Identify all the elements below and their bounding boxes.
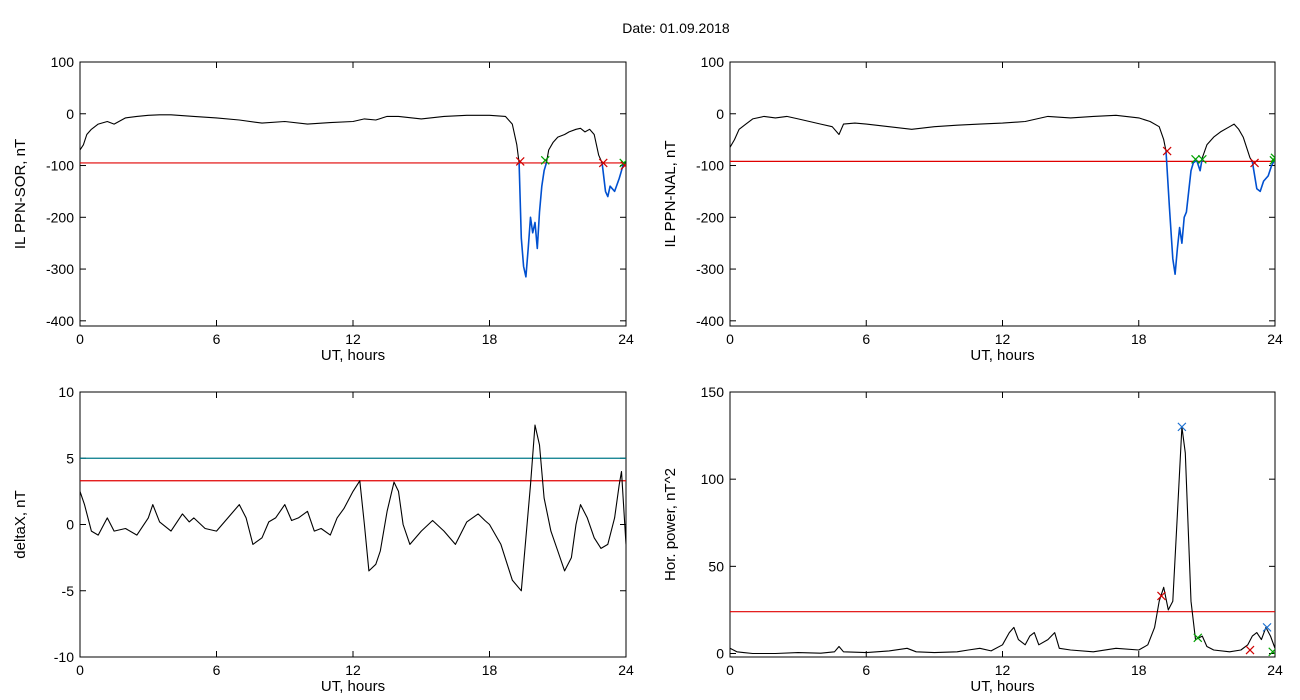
- chart-3-x-tick-label-3: 18: [482, 662, 498, 678]
- chart-1-y-tick-label-5: -400: [46, 313, 74, 329]
- chart-2-x-tick-label-0: 0: [726, 331, 734, 347]
- chart-4-event-marker-5: [1268, 647, 1275, 657]
- chart-2-x-tick-label-3: 18: [1131, 331, 1147, 347]
- chart-2-main-trace-2: [1201, 123, 1253, 162]
- chart-4-x-tick-label-4: 24: [1267, 662, 1283, 678]
- chart-4-x-tick-label-3: 18: [1131, 662, 1147, 678]
- chart-2-main-trace-0: [730, 114, 1167, 152]
- chart-2-event-marker-3: [1250, 158, 1259, 168]
- chart-3-x-tick-label-2: 12: [345, 662, 361, 678]
- chart-4-plot-area: [730, 422, 1275, 657]
- chart-1-substorm-trace-1: [518, 162, 548, 278]
- chart-3-main-trace-0: [80, 424, 626, 592]
- chart-1-substorm-trace-3: [601, 162, 625, 198]
- chart-3-x-tick-label-0: 0: [76, 662, 84, 678]
- chart-4-event-marker-4: [1262, 622, 1272, 632]
- chart-1-y-tick-label-1: 0: [66, 106, 74, 122]
- chart-2-x-tick-label-2: 12: [995, 331, 1011, 347]
- chart-2-plot-area: [730, 114, 1275, 275]
- chart-3-x-axis-label: UT, hours: [321, 678, 385, 695]
- chart-3-y-tick-label-2: 0: [66, 517, 74, 533]
- chart-3-y-axis-label: deltaX, nT: [12, 490, 29, 558]
- chart-1-x-tick-label-4: 24: [618, 331, 634, 347]
- chart-2-event-marker-1: [1191, 154, 1200, 164]
- chart-1-main-trace-0: [80, 114, 520, 163]
- chart-2-y-tick-label-0: 100: [701, 54, 725, 70]
- chart-2-x-tick-label-4: 24: [1267, 331, 1283, 347]
- chart-4-y-tick-label-3: 0: [716, 646, 724, 662]
- chart-2-y-tick-label-2: -100: [696, 158, 724, 174]
- chart-4-y-tick-label-1: 100: [701, 471, 725, 487]
- chart-4-event-marker-1: [1177, 422, 1187, 432]
- chart-3-plot-frame: [79, 391, 627, 658]
- chart-panel-1: 0 6 12 18 24 100 0 -100 -200 -300 -400 UT, hours IL …: [12, 54, 634, 364]
- chart-1-y-tick-label-4: -300: [46, 261, 74, 277]
- chart-4-x-tick-label-2: 12: [995, 662, 1011, 678]
- chart-panel-4: 0 6 12 18 24 150 100 50 0 UT, hours Hor. power, nT…: [662, 384, 1283, 695]
- chart-1-y-tick-label-3: -200: [46, 209, 74, 225]
- chart-panel-3: 0 6 12 18 24 10 5 0 -5 -10 UT, hours deltaX, nT: [12, 384, 634, 695]
- chart-4-main-trace-0: [730, 426, 1275, 655]
- chart-3-x-tick-label-4: 24: [618, 662, 634, 678]
- chart-2-y-axis-label: IL PPN-NAL, nT: [662, 141, 679, 248]
- chart-1-x-tick-label-3: 18: [482, 331, 498, 347]
- chart-2-substorm-trace-1: [1165, 150, 1204, 275]
- chart-4-x-axis-label: UT, hours: [970, 678, 1034, 695]
- chart-4-event-marker-2: [1193, 633, 1203, 643]
- chart-1-y-tick-label-2: -100: [46, 158, 74, 174]
- chart-4-y-tick-label-2: 50: [708, 558, 724, 574]
- chart-panel-2: 0 6 12 18 24 100 0 -100 -200 -300 -400 UT, hours IL …: [662, 54, 1283, 364]
- chart-3-y-tick-label-1: 5: [66, 450, 74, 466]
- chart-2-x-axis-label: UT, hours: [970, 347, 1034, 364]
- chart-4-y-tick-label-0: 150: [701, 384, 725, 400]
- chart-1-plot-frame: [79, 61, 627, 327]
- chart-2-y-tick-label-4: -300: [696, 261, 724, 277]
- chart-4-x-tick-label-0: 0: [726, 662, 734, 678]
- chart-2-event-marker-2: [1197, 154, 1207, 164]
- chart-2-y-tick-label-3: -200: [696, 209, 724, 225]
- chart-4-y-axis-label: Hor. power, nT^2: [662, 468, 679, 581]
- chart-1-y-tick-label-0: 100: [51, 54, 75, 70]
- chart-1-x-tick-label-1: 6: [213, 331, 221, 347]
- chart-3-plot-area: [80, 424, 626, 592]
- chart-1-x-axis-label: UT, hours: [321, 347, 385, 364]
- chart-4-event-marker-3: [1245, 645, 1255, 655]
- chart-1-event-marker-2: [598, 158, 608, 168]
- chart-2-event-marker-5: [1270, 153, 1275, 163]
- chart-2-event-marker-0: [1162, 146, 1172, 156]
- chart-1-event-marker-0: [515, 156, 525, 166]
- chart-1-event-marker-3: [619, 158, 626, 168]
- chart-2-y-tick-label-5: -400: [696, 313, 724, 329]
- chart-4-event-marker-0: [1157, 591, 1166, 601]
- chart-2-event-marker-4: [1269, 155, 1275, 165]
- chart-1-plot-area: [80, 114, 626, 278]
- chart-1-x-tick-label-2: 12: [345, 331, 361, 347]
- chart-3-y-tick-label-0: 10: [58, 384, 74, 400]
- figure-date-title: Date: 01.09.2018: [622, 20, 730, 36]
- chart-1-y-axis-label: IL PPN-SOR, nT: [12, 139, 29, 249]
- chart-2-y-tick-label-1: 0: [716, 106, 724, 122]
- chart-2-substorm-trace-3: [1251, 161, 1275, 193]
- chart-1-main-trace-2: [545, 127, 603, 164]
- chart-3-x-tick-label-1: 6: [213, 662, 221, 678]
- chart-1-x-tick-label-0: 0: [76, 331, 84, 347]
- chart-1-event-marker-1: [540, 155, 550, 165]
- chart-2-x-tick-label-1: 6: [862, 331, 870, 347]
- chart-4-x-tick-label-1: 6: [862, 662, 870, 678]
- chart-3-y-tick-label-4: -10: [54, 649, 74, 665]
- chart-3-y-tick-label-3: -5: [62, 583, 75, 599]
- chart-1-event-marker-4: [620, 161, 626, 170]
- chart-2-plot-frame: [729, 61, 1276, 327]
